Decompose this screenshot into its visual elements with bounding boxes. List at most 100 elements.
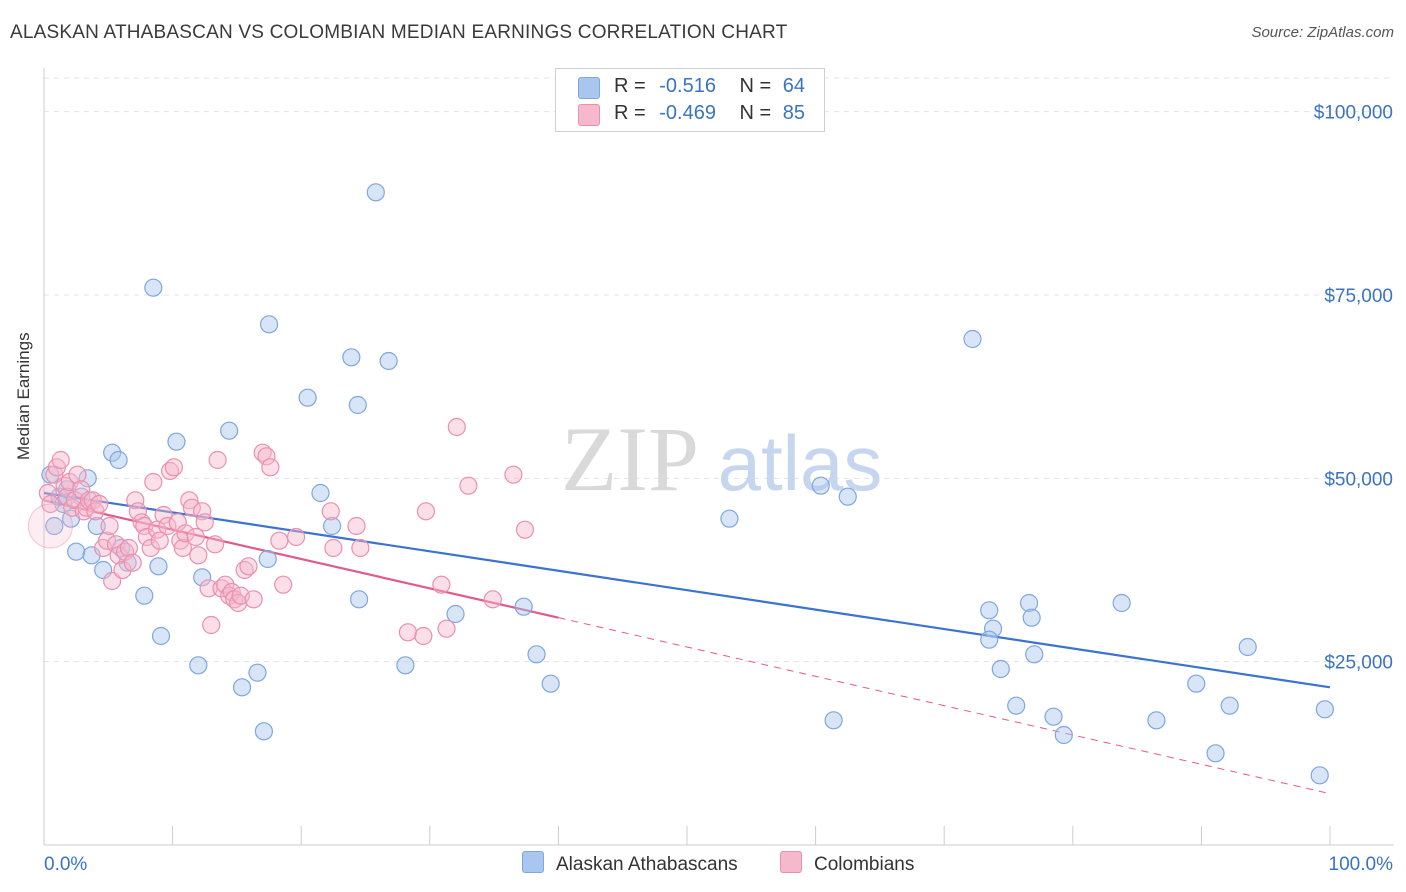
point-colombian: [164, 458, 183, 477]
point-athabascan: [446, 604, 465, 624]
legend-r-label: R =: [614, 102, 646, 124]
point-athabascan: [322, 516, 342, 536]
point-athabascan: [87, 516, 106, 536]
trendline-colombian: [558, 617, 1331, 795]
point-colombian: [113, 560, 132, 580]
point-colombian: [398, 623, 418, 642]
point-athabascan: [720, 509, 739, 528]
point-athabascan: [349, 590, 369, 609]
point-athabascan: [1187, 674, 1206, 693]
point-colombian: [193, 502, 212, 521]
legend-swatch-blue: [578, 77, 600, 99]
point-colombian: [158, 516, 177, 536]
point-colombian: [432, 575, 451, 594]
point-colombian: [270, 531, 289, 550]
point-athabascan: [41, 465, 60, 484]
point-athabascan: [348, 395, 367, 415]
point-athabascan: [1019, 593, 1039, 613]
chart-title: ALASKAN ATHABASCAN VS COLOMBIAN MEDIAN E…: [10, 22, 788, 43]
point-colombian: [195, 513, 214, 532]
point-colombian: [321, 502, 340, 521]
point-athabascan: [193, 568, 212, 587]
point-colombian: [119, 538, 138, 558]
point-colombian: [154, 505, 173, 525]
point-colombian: [123, 553, 142, 572]
point-colombian: [208, 450, 227, 470]
point-colombian: [286, 527, 306, 547]
point-athabascan: [541, 674, 560, 693]
point-athabascan: [379, 351, 398, 371]
legend-n-value: 85: [782, 102, 806, 124]
point-athabascan: [1238, 637, 1257, 657]
point-colombian: [222, 582, 241, 602]
trendlines: [43, 491, 1331, 795]
point-colombian: [261, 458, 280, 477]
point-athabascan: [311, 483, 330, 503]
legend-n-label: N =: [739, 102, 772, 124]
point-athabascan: [1315, 700, 1334, 719]
point-athabascan: [78, 469, 97, 488]
point-colombian: [90, 494, 109, 514]
bottom-legend-athabascans: Alaskan Athabascans: [522, 851, 738, 876]
point-colombian: [351, 538, 370, 558]
legend-n-value: 64: [782, 75, 806, 97]
point-athabascan: [232, 678, 252, 697]
point-athabascan: [1147, 711, 1166, 730]
legend-r-value: -0.469: [659, 102, 716, 124]
axes: [43, 68, 1394, 846]
point-colombian: [182, 498, 201, 517]
watermark-zip: ZIP: [561, 408, 699, 510]
point-athabascan: [67, 542, 86, 561]
trendline-colombian: [43, 499, 559, 619]
point-athabascan: [254, 722, 274, 741]
point-athabascan: [514, 597, 533, 616]
legend-swatch-pink: [780, 851, 802, 873]
point-colombian: [176, 524, 195, 543]
point-colombian: [79, 491, 99, 510]
point-colombian: [202, 615, 221, 635]
point-athabascan: [991, 659, 1010, 679]
y-axis-label: Median Earnings: [14, 332, 33, 460]
x-tick-label: 100.0%: [1329, 854, 1394, 875]
point-athabascan: [220, 421, 239, 440]
point-athabascan: [109, 450, 128, 470]
bottom-legend-colombians: Colombians: [780, 851, 914, 876]
point-colombian: [347, 516, 366, 536]
point-athabascan: [1007, 696, 1026, 715]
point-athabascan: [298, 388, 317, 407]
y-tick-label: $75,000: [1324, 286, 1393, 307]
point-colombian: [173, 538, 192, 558]
point-colombian: [257, 447, 276, 466]
point-colombian: [447, 417, 466, 437]
point-colombian: [324, 538, 343, 558]
point-athabascan: [45, 516, 64, 536]
point-athabascan: [527, 645, 546, 664]
point-athabascan: [963, 329, 982, 349]
point-athabascan: [396, 656, 415, 675]
point-colombian: [274, 575, 293, 594]
point-colombian: [244, 590, 263, 609]
tick-labels: $25,000 $50,000 $75,000 $100,000 0.0% 100.0%: [44, 103, 1393, 875]
point-athabascan: [1112, 593, 1131, 613]
chart-source: Source: ZipAtlas.com: [1251, 24, 1394, 41]
point-athabascan: [980, 601, 999, 620]
point-athabascan: [103, 443, 122, 462]
point-athabascan: [151, 626, 171, 646]
point-athabascan: [342, 348, 361, 367]
legend-swatch-blue: [522, 851, 544, 873]
legend-r-value: -0.516: [659, 75, 716, 97]
point-athabascan: [1044, 707, 1063, 726]
point-athabascan: [824, 711, 843, 730]
point-athabascan: [983, 619, 1003, 638]
point-athabascan: [149, 557, 168, 576]
point-athabascan: [980, 630, 999, 649]
point-colombian: [504, 465, 523, 484]
point-colombian: [416, 502, 436, 521]
bottom-legend-label: Alaskan Athabascans: [556, 854, 738, 875]
point-colombian: [180, 491, 199, 510]
point-colombian: [515, 520, 535, 539]
point-athabascan: [1054, 725, 1073, 745]
point-colombian: [189, 546, 208, 565]
trendline-athabascan: [43, 491, 1331, 689]
legend-swatch-pink: [578, 104, 600, 126]
